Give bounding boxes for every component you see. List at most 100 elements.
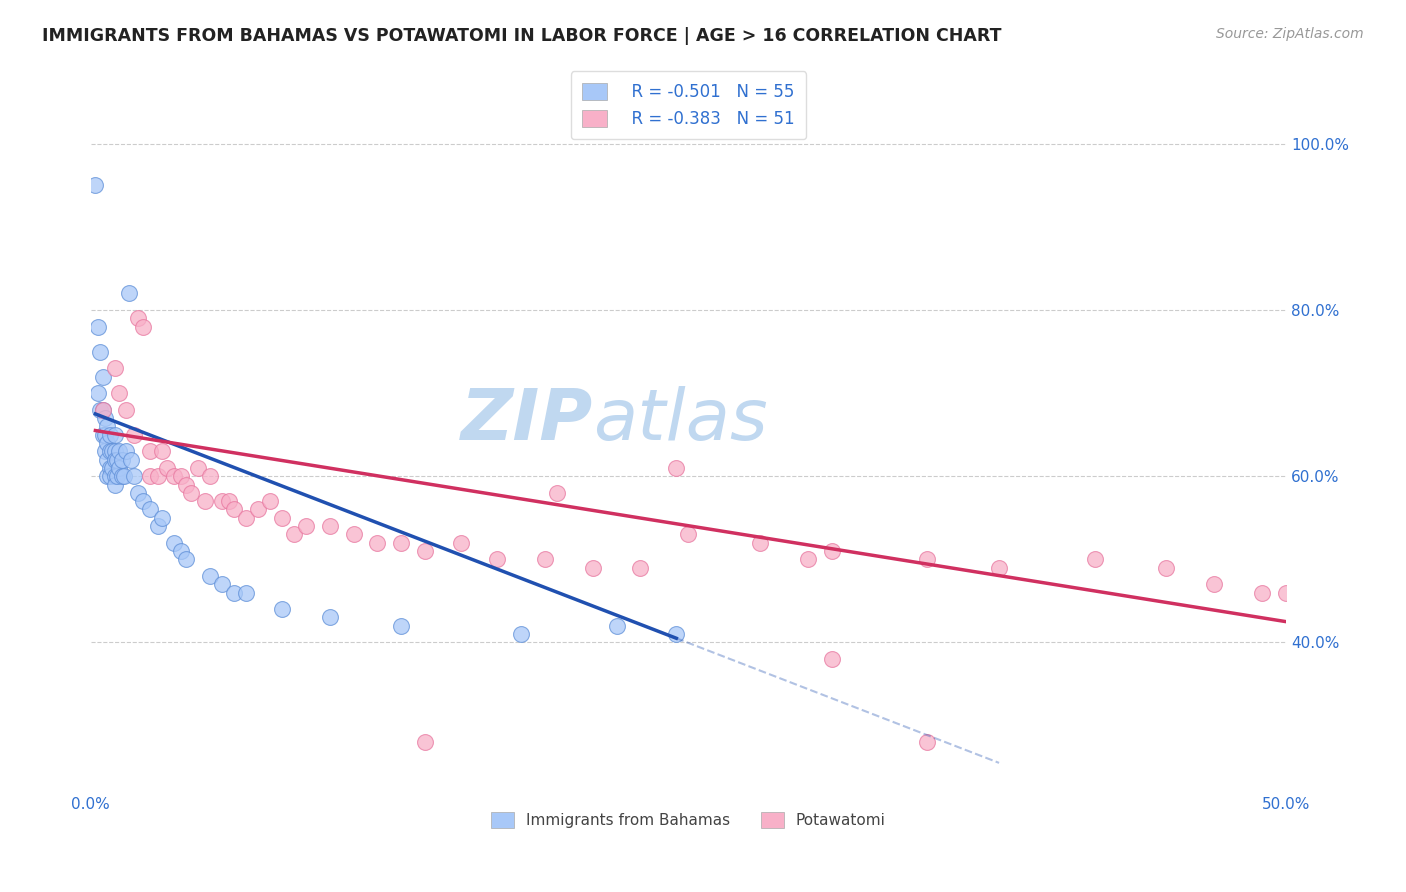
Point: [917, 552, 939, 566]
Point: [821, 544, 844, 558]
Point: [606, 619, 628, 633]
Point: [222, 585, 245, 599]
Point: [294, 519, 316, 533]
Point: [211, 577, 233, 591]
Point: [91, 402, 114, 417]
Point: [1275, 585, 1298, 599]
Point: [115, 444, 138, 458]
Point: [96, 469, 118, 483]
Point: [510, 627, 533, 641]
Point: [108, 444, 131, 458]
Point: [139, 502, 162, 516]
Point: [139, 444, 162, 458]
Point: [413, 544, 436, 558]
Point: [103, 469, 125, 483]
Point: [150, 510, 173, 524]
Point: [187, 461, 209, 475]
Point: [283, 527, 305, 541]
Point: [108, 386, 131, 401]
Point: [94, 444, 117, 458]
Point: [170, 469, 193, 483]
Point: [87, 386, 110, 401]
Point: [170, 544, 193, 558]
Point: [132, 319, 155, 334]
Point: [96, 436, 118, 450]
Point: [174, 477, 197, 491]
Point: [84, 178, 107, 193]
Point: [270, 510, 292, 524]
Point: [218, 494, 240, 508]
Point: [96, 452, 118, 467]
Point: [89, 402, 111, 417]
Point: [101, 461, 124, 475]
Text: atlas: atlas: [593, 386, 768, 455]
Point: [146, 469, 169, 483]
Point: [235, 585, 257, 599]
Point: [749, 535, 772, 549]
Point: [318, 519, 340, 533]
Point: [582, 560, 605, 574]
Point: [94, 411, 117, 425]
Point: [821, 652, 844, 666]
Point: [1251, 585, 1274, 599]
Point: [91, 402, 114, 417]
Point: [1204, 577, 1226, 591]
Point: [94, 427, 117, 442]
Point: [534, 552, 557, 566]
Point: [146, 519, 169, 533]
Point: [103, 427, 125, 442]
Point: [103, 444, 125, 458]
Point: [198, 469, 221, 483]
Point: [132, 494, 155, 508]
Point: [486, 552, 509, 566]
Point: [389, 535, 412, 549]
Point: [98, 444, 121, 458]
Point: [222, 502, 245, 516]
Legend: Immigrants from Bahamas, Potawatomi: Immigrants from Bahamas, Potawatomi: [485, 806, 891, 834]
Point: [118, 286, 141, 301]
Point: [98, 469, 121, 483]
Point: [105, 469, 128, 483]
Point: [127, 486, 149, 500]
Point: [87, 319, 110, 334]
Text: ZIP: ZIP: [460, 386, 593, 455]
Point: [105, 452, 128, 467]
Point: [122, 469, 145, 483]
Point: [103, 452, 125, 467]
Point: [108, 461, 131, 475]
Point: [127, 311, 149, 326]
Point: [413, 735, 436, 749]
Text: Source: ZipAtlas.com: Source: ZipAtlas.com: [1216, 27, 1364, 41]
Point: [235, 510, 257, 524]
Point: [101, 444, 124, 458]
Point: [211, 494, 233, 508]
Point: [1084, 552, 1107, 566]
Point: [198, 569, 221, 583]
Point: [246, 502, 269, 516]
Point: [259, 494, 281, 508]
Point: [91, 427, 114, 442]
Point: [988, 560, 1011, 574]
Point: [450, 535, 472, 549]
Point: [194, 494, 217, 508]
Point: [174, 552, 197, 566]
Point: [91, 369, 114, 384]
Point: [98, 427, 121, 442]
Point: [366, 535, 388, 549]
Point: [103, 361, 125, 376]
Point: [630, 560, 652, 574]
Point: [163, 469, 186, 483]
Point: [678, 527, 700, 541]
Point: [156, 461, 179, 475]
Point: [342, 527, 364, 541]
Point: [270, 602, 292, 616]
Point: [120, 452, 142, 467]
Point: [98, 461, 121, 475]
Point: [797, 552, 820, 566]
Point: [150, 444, 173, 458]
Point: [917, 735, 939, 749]
Point: [111, 452, 134, 467]
Point: [163, 535, 186, 549]
Point: [115, 402, 138, 417]
Point: [96, 419, 118, 434]
